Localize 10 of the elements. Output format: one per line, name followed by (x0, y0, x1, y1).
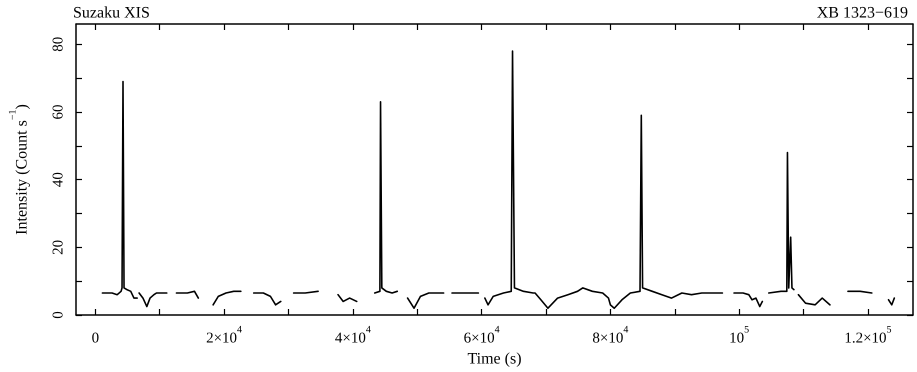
y-tick-label: 60 (50, 104, 66, 120)
y-tick-label: 40 (50, 172, 66, 188)
x-axis-title: Time (s) (467, 350, 522, 368)
y-axis-title: Intensity (Count s−1) (8, 104, 30, 235)
chart-title: Suzaku XIS (73, 4, 150, 22)
y-tick-label: 0 (50, 311, 66, 319)
y-tick-label: 80 (50, 36, 66, 52)
y-tick-label: 20 (50, 240, 66, 255)
chart-subtitle: XB 1323−619 (816, 4, 908, 22)
x-tick-label: 0 (92, 330, 100, 346)
